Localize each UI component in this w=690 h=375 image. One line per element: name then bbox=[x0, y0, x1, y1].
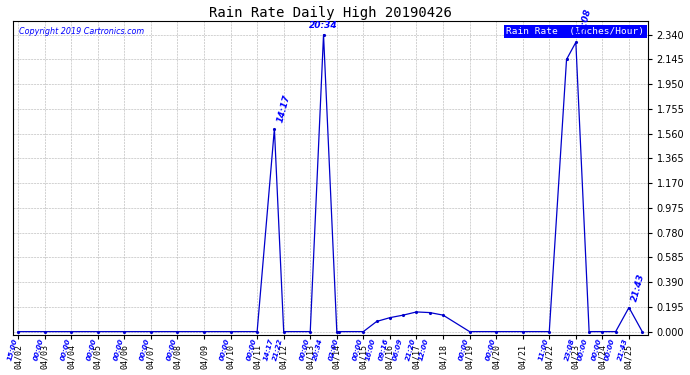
Text: 06:09: 06:09 bbox=[391, 338, 403, 362]
Text: 00:00: 00:00 bbox=[578, 338, 589, 362]
Text: 00:00: 00:00 bbox=[59, 338, 71, 362]
Text: 20:34: 20:34 bbox=[312, 338, 324, 362]
Text: 23:08: 23:08 bbox=[577, 7, 593, 37]
Text: 00:00: 00:00 bbox=[33, 338, 45, 362]
Text: 15:00: 15:00 bbox=[6, 338, 18, 362]
Text: 00:00: 00:00 bbox=[219, 338, 230, 362]
Text: 00:00: 00:00 bbox=[139, 338, 151, 362]
Text: 00:00: 00:00 bbox=[299, 338, 310, 362]
Text: 00:00: 00:00 bbox=[484, 338, 496, 362]
Text: 00:00: 00:00 bbox=[166, 338, 177, 362]
Text: 16:00: 16:00 bbox=[365, 338, 377, 362]
Text: 00:00: 00:00 bbox=[591, 338, 602, 362]
Text: 09:16: 09:16 bbox=[378, 338, 390, 362]
Text: 21:22: 21:22 bbox=[272, 338, 284, 362]
Text: 00:00: 00:00 bbox=[604, 338, 615, 362]
Text: 20:34: 20:34 bbox=[309, 21, 338, 30]
Text: 00:00: 00:00 bbox=[86, 338, 98, 362]
Text: 00:00: 00:00 bbox=[112, 338, 124, 362]
Text: 00:00: 00:00 bbox=[458, 338, 470, 362]
Text: 12:00: 12:00 bbox=[418, 338, 430, 362]
Text: Rain Rate  (Inches/Hour): Rain Rate (Inches/Hour) bbox=[506, 27, 644, 36]
Text: 00:00: 00:00 bbox=[246, 338, 257, 362]
Text: 23:08: 23:08 bbox=[564, 338, 576, 362]
Text: 02:00: 02:00 bbox=[328, 338, 339, 362]
Text: 14:17: 14:17 bbox=[276, 93, 292, 123]
Text: 21:20: 21:20 bbox=[405, 338, 417, 362]
Text: Copyright 2019 Cartronics.com: Copyright 2019 Cartronics.com bbox=[19, 27, 144, 36]
Text: 00:00: 00:00 bbox=[352, 338, 364, 362]
Text: 14:17: 14:17 bbox=[263, 338, 275, 362]
Text: 11:00: 11:00 bbox=[538, 338, 549, 362]
Text: 21:43: 21:43 bbox=[618, 338, 629, 362]
Text: 21:43: 21:43 bbox=[630, 273, 647, 302]
Title: Rain Rate Daily High 20190426: Rain Rate Daily High 20190426 bbox=[209, 6, 452, 20]
